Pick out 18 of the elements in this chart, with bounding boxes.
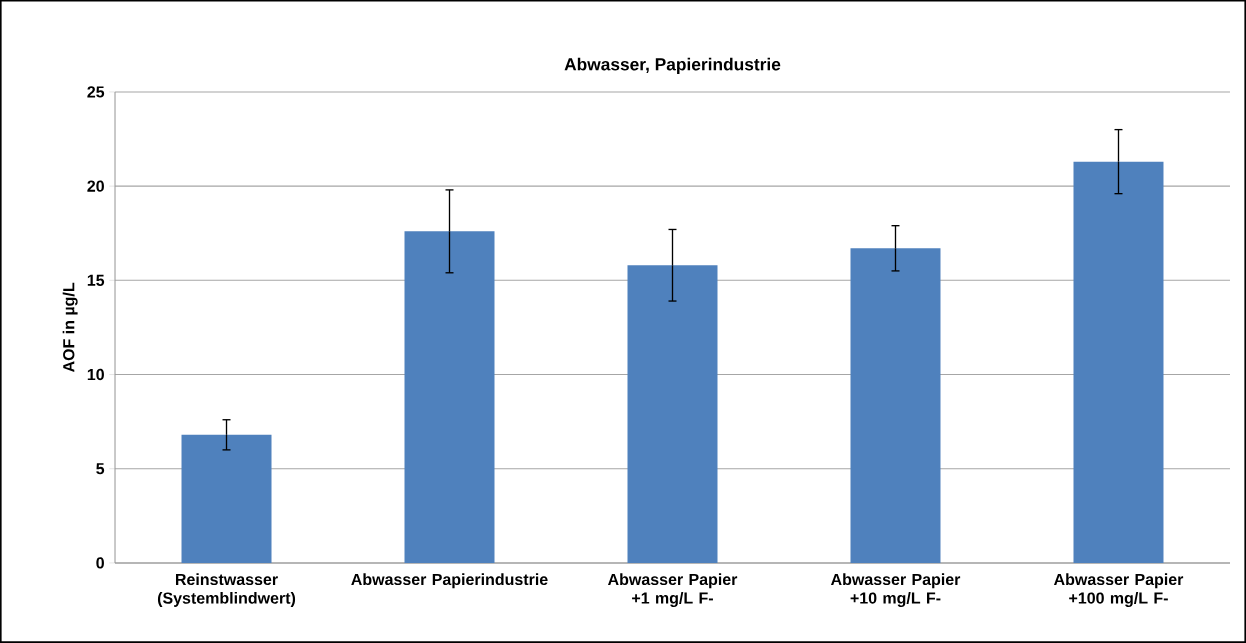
y-tick-label: 20 (87, 180, 104, 192)
bar (627, 265, 718, 563)
chart-title: Abwasser, Papierindustrie (564, 57, 781, 74)
x-tick-label: Abwasser Papier +10 mg/L F- (830, 573, 961, 608)
y-tick-label: 0 (96, 557, 104, 569)
y-axis-title: AOF in µg/L (62, 282, 78, 373)
bar (1073, 161, 1164, 563)
x-tick-label: Abwasser Papier +100 mg/L F- (1053, 573, 1184, 608)
bar (850, 248, 941, 563)
x-tick-label: Abwasser Papier +1 mg/L F- (607, 573, 738, 608)
x-tick-label: Abwasser Papierindustrie (351, 573, 548, 589)
bar (404, 231, 495, 563)
x-tick-label: Reinstwasser (Systemblindwert) (157, 573, 296, 607)
y-tick-label: 25 (87, 86, 105, 98)
y-tick-label: 15 (87, 274, 105, 286)
y-tick-label: 5 (96, 463, 105, 475)
y-tick-label: 10 (87, 368, 104, 381)
bar (181, 434, 272, 563)
